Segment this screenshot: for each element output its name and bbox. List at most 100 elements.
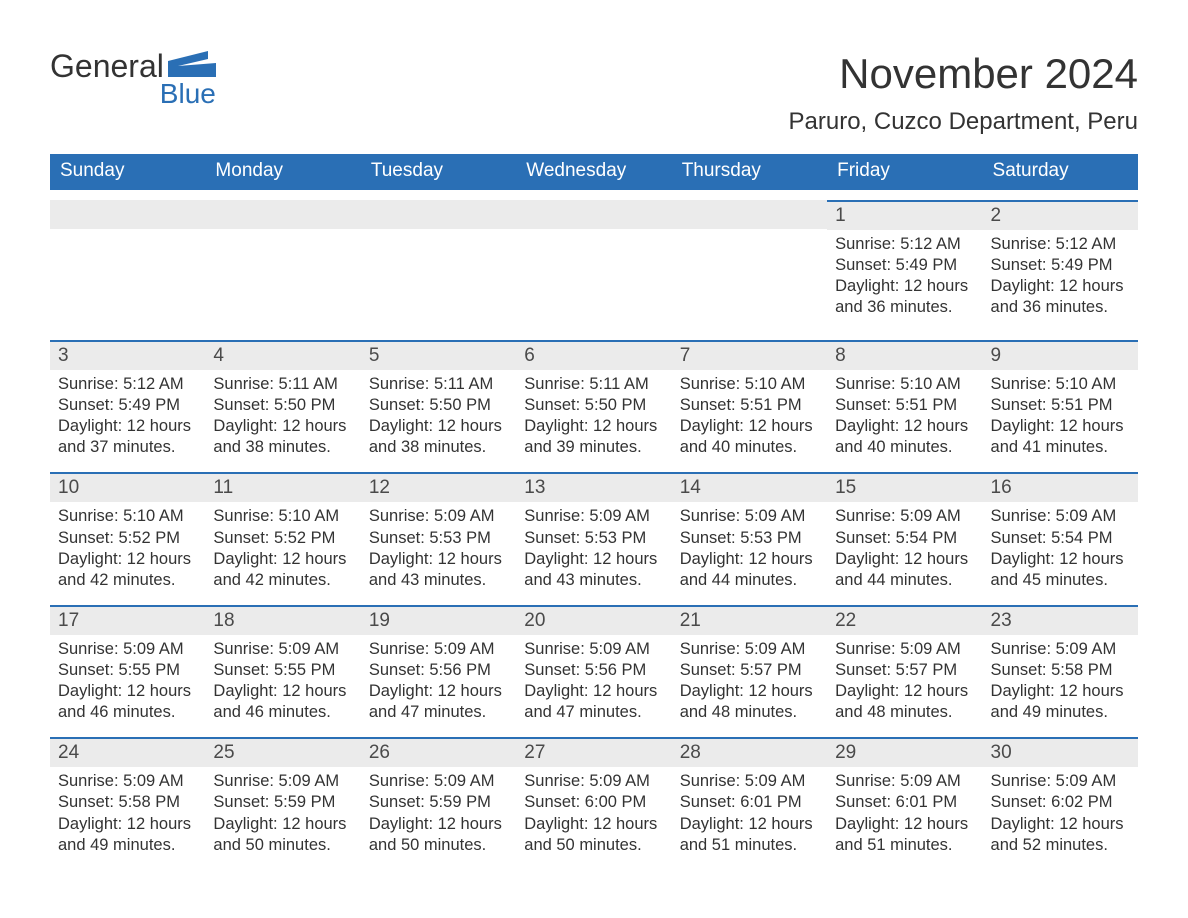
- day-number: 18: [205, 605, 360, 635]
- day-cell: 5Sunrise: 5:11 AMSunset: 5:50 PMDaylight…: [361, 340, 516, 462]
- day-body: Sunrise: 5:09 AMSunset: 5:54 PMDaylight:…: [827, 502, 982, 594]
- day-body: Sunrise: 5:09 AMSunset: 5:57 PMDaylight:…: [827, 635, 982, 727]
- sunrise-text: Sunrise: 5:09 AM: [835, 506, 974, 527]
- day-body: Sunrise: 5:09 AMSunset: 5:56 PMDaylight:…: [361, 635, 516, 727]
- day-number: [205, 200, 360, 229]
- daylight-text: Daylight: 12 hours and 38 minutes.: [369, 416, 508, 458]
- day-body: Sunrise: 5:09 AMSunset: 5:56 PMDaylight:…: [516, 635, 671, 727]
- week-row: 24Sunrise: 5:09 AMSunset: 5:58 PMDayligh…: [50, 737, 1138, 859]
- day-number: 3: [50, 340, 205, 370]
- day-cell: 20Sunrise: 5:09 AMSunset: 5:56 PMDayligh…: [516, 605, 671, 727]
- day-cell: 16Sunrise: 5:09 AMSunset: 5:54 PMDayligh…: [983, 472, 1138, 594]
- day-number: 25: [205, 737, 360, 767]
- day-cell: 27Sunrise: 5:09 AMSunset: 6:00 PMDayligh…: [516, 737, 671, 859]
- sunset-text: Sunset: 5:55 PM: [213, 660, 352, 681]
- day-number: 29: [827, 737, 982, 767]
- weekday-header: Thursday: [672, 154, 827, 190]
- day-body: Sunrise: 5:09 AMSunset: 5:53 PMDaylight:…: [516, 502, 671, 594]
- daylight-text: Daylight: 12 hours and 42 minutes.: [58, 549, 197, 591]
- sunrise-text: Sunrise: 5:09 AM: [991, 506, 1130, 527]
- daylight-text: Daylight: 12 hours and 49 minutes.: [991, 681, 1130, 723]
- sunset-text: Sunset: 5:49 PM: [991, 255, 1130, 276]
- day-number: 20: [516, 605, 671, 635]
- sunrise-text: Sunrise: 5:10 AM: [835, 374, 974, 395]
- sunset-text: Sunset: 5:56 PM: [524, 660, 663, 681]
- sunrise-text: Sunrise: 5:09 AM: [680, 506, 819, 527]
- sunset-text: Sunset: 5:51 PM: [680, 395, 819, 416]
- daylight-text: Daylight: 12 hours and 43 minutes.: [524, 549, 663, 591]
- sunrise-text: Sunrise: 5:09 AM: [213, 771, 352, 792]
- day-number: 16: [983, 472, 1138, 502]
- day-body: Sunrise: 5:09 AMSunset: 5:58 PMDaylight:…: [50, 767, 205, 859]
- day-cell: 22Sunrise: 5:09 AMSunset: 5:57 PMDayligh…: [827, 605, 982, 727]
- sunset-text: Sunset: 5:59 PM: [369, 792, 508, 813]
- day-cell: 17Sunrise: 5:09 AMSunset: 5:55 PMDayligh…: [50, 605, 205, 727]
- day-number: 28: [672, 737, 827, 767]
- day-cell: 3Sunrise: 5:12 AMSunset: 5:49 PMDaylight…: [50, 340, 205, 462]
- day-cell: 1Sunrise: 5:12 AMSunset: 5:49 PMDaylight…: [827, 200, 982, 330]
- day-cell: [672, 200, 827, 330]
- header: General Blue November 2024 Paruro, Cuzco…: [50, 50, 1138, 136]
- day-cell: 15Sunrise: 5:09 AMSunset: 5:54 PMDayligh…: [827, 472, 982, 594]
- day-body: Sunrise: 5:10 AMSunset: 5:52 PMDaylight:…: [205, 502, 360, 594]
- sunset-text: Sunset: 5:52 PM: [58, 528, 197, 549]
- daylight-text: Daylight: 12 hours and 37 minutes.: [58, 416, 197, 458]
- sunrise-text: Sunrise: 5:11 AM: [524, 374, 663, 395]
- day-cell: 30Sunrise: 5:09 AMSunset: 6:02 PMDayligh…: [983, 737, 1138, 859]
- week-row: 3Sunrise: 5:12 AMSunset: 5:49 PMDaylight…: [50, 340, 1138, 462]
- daylight-text: Daylight: 12 hours and 50 minutes.: [369, 814, 508, 856]
- day-body: Sunrise: 5:09 AMSunset: 6:01 PMDaylight:…: [672, 767, 827, 859]
- day-body: Sunrise: 5:09 AMSunset: 5:55 PMDaylight:…: [50, 635, 205, 727]
- day-number: 2: [983, 200, 1138, 230]
- day-cell: 28Sunrise: 5:09 AMSunset: 6:01 PMDayligh…: [672, 737, 827, 859]
- sunrise-text: Sunrise: 5:09 AM: [58, 771, 197, 792]
- sunrise-text: Sunrise: 5:09 AM: [369, 506, 508, 527]
- daylight-text: Daylight: 12 hours and 48 minutes.: [835, 681, 974, 723]
- day-cell: [205, 200, 360, 330]
- day-number: 9: [983, 340, 1138, 370]
- sunset-text: Sunset: 6:02 PM: [991, 792, 1130, 813]
- day-number: [516, 200, 671, 229]
- daylight-text: Daylight: 12 hours and 43 minutes.: [369, 549, 508, 591]
- day-body: Sunrise: 5:10 AMSunset: 5:51 PMDaylight:…: [672, 370, 827, 462]
- day-number: 26: [361, 737, 516, 767]
- title-block: November 2024 Paruro, Cuzco Department, …: [789, 50, 1139, 136]
- day-number: 11: [205, 472, 360, 502]
- weekday-header: Friday: [827, 154, 982, 190]
- sunset-text: Sunset: 5:57 PM: [835, 660, 974, 681]
- day-body: Sunrise: 5:09 AMSunset: 6:00 PMDaylight:…: [516, 767, 671, 859]
- day-body: Sunrise: 5:10 AMSunset: 5:51 PMDaylight:…: [983, 370, 1138, 462]
- daylight-text: Daylight: 12 hours and 48 minutes.: [680, 681, 819, 723]
- sunset-text: Sunset: 5:54 PM: [835, 528, 974, 549]
- weekday-header-row: SundayMondayTuesdayWednesdayThursdayFrid…: [50, 154, 1138, 190]
- day-body: Sunrise: 5:09 AMSunset: 5:59 PMDaylight:…: [205, 767, 360, 859]
- day-number: 19: [361, 605, 516, 635]
- daylight-text: Daylight: 12 hours and 42 minutes.: [213, 549, 352, 591]
- day-number: 13: [516, 472, 671, 502]
- sunrise-text: Sunrise: 5:09 AM: [991, 639, 1130, 660]
- day-cell: 2Sunrise: 5:12 AMSunset: 5:49 PMDaylight…: [983, 200, 1138, 330]
- day-body: Sunrise: 5:12 AMSunset: 5:49 PMDaylight:…: [50, 370, 205, 462]
- sunset-text: Sunset: 5:58 PM: [58, 792, 197, 813]
- day-number: [672, 200, 827, 229]
- day-cell: [516, 200, 671, 330]
- daylight-text: Daylight: 12 hours and 36 minutes.: [835, 276, 974, 318]
- day-cell: 18Sunrise: 5:09 AMSunset: 5:55 PMDayligh…: [205, 605, 360, 727]
- day-number: 23: [983, 605, 1138, 635]
- day-number: 27: [516, 737, 671, 767]
- sunrise-text: Sunrise: 5:09 AM: [369, 639, 508, 660]
- sunset-text: Sunset: 5:50 PM: [213, 395, 352, 416]
- day-body: Sunrise: 5:12 AMSunset: 5:49 PMDaylight:…: [983, 230, 1138, 322]
- day-cell: 10Sunrise: 5:10 AMSunset: 5:52 PMDayligh…: [50, 472, 205, 594]
- day-cell: 9Sunrise: 5:10 AMSunset: 5:51 PMDaylight…: [983, 340, 1138, 462]
- sunrise-text: Sunrise: 5:09 AM: [680, 639, 819, 660]
- week-row: 10Sunrise: 5:10 AMSunset: 5:52 PMDayligh…: [50, 472, 1138, 594]
- day-cell: [361, 200, 516, 330]
- sunset-text: Sunset: 5:55 PM: [58, 660, 197, 681]
- day-body: Sunrise: 5:09 AMSunset: 6:02 PMDaylight:…: [983, 767, 1138, 859]
- day-body: Sunrise: 5:11 AMSunset: 5:50 PMDaylight:…: [205, 370, 360, 462]
- day-number: [50, 200, 205, 229]
- day-cell: 4Sunrise: 5:11 AMSunset: 5:50 PMDaylight…: [205, 340, 360, 462]
- day-cell: 14Sunrise: 5:09 AMSunset: 5:53 PMDayligh…: [672, 472, 827, 594]
- sunrise-text: Sunrise: 5:12 AM: [58, 374, 197, 395]
